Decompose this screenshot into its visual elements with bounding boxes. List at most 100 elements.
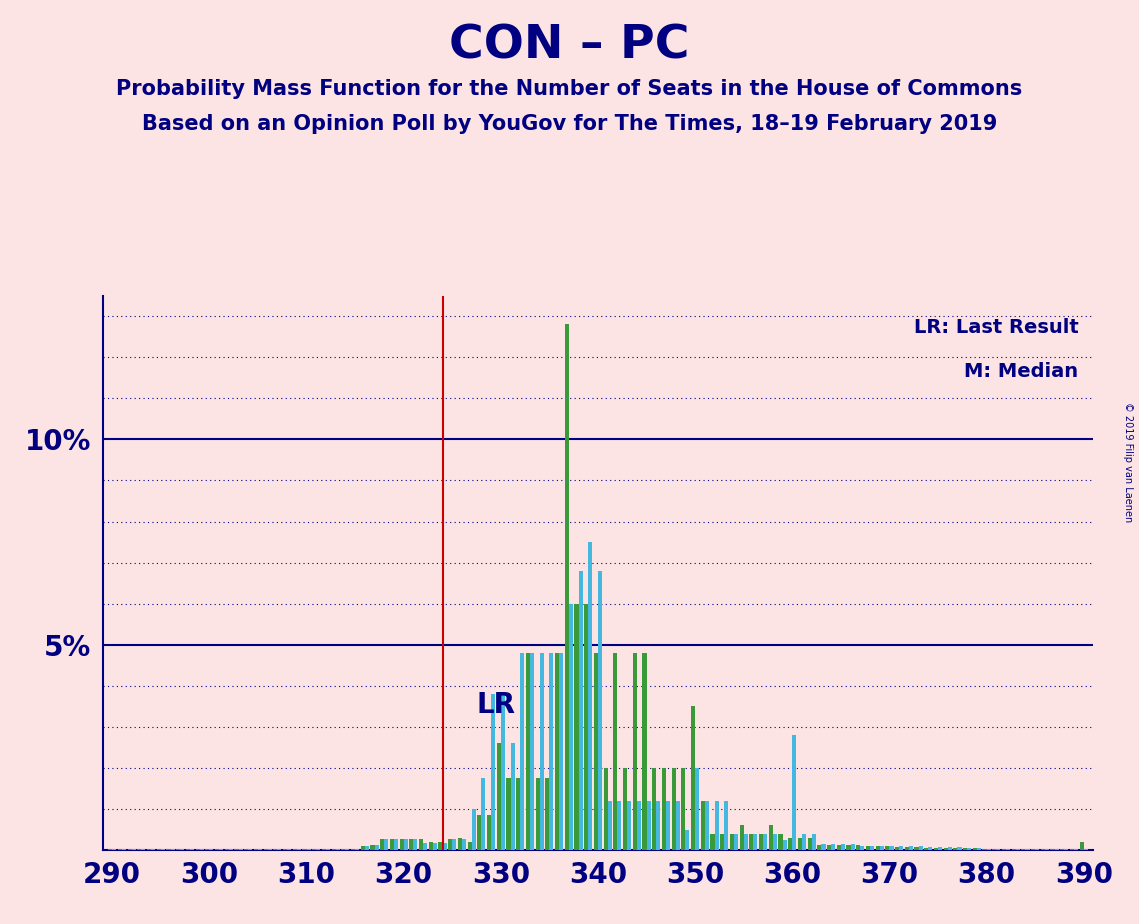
Bar [482, 778, 485, 850]
Bar [598, 571, 603, 850]
Text: Probability Mass Function for the Number of Seats in the House of Commons: Probability Mass Function for the Number… [116, 79, 1023, 99]
Bar [857, 845, 860, 850]
Bar [675, 801, 680, 850]
Bar [899, 846, 903, 850]
Bar [909, 846, 913, 850]
Bar [593, 653, 598, 850]
Bar [375, 845, 378, 850]
Bar [647, 801, 650, 850]
Bar [433, 843, 437, 850]
Bar [691, 706, 695, 850]
Bar [879, 846, 884, 850]
Bar [666, 801, 670, 850]
Bar [487, 815, 491, 850]
Bar [637, 801, 641, 850]
Bar [821, 844, 826, 850]
Bar [769, 825, 773, 850]
Bar [802, 833, 806, 850]
Bar [734, 833, 738, 850]
Bar [633, 653, 637, 850]
Bar [860, 846, 865, 850]
Bar [364, 846, 369, 850]
Bar [851, 844, 854, 850]
Bar [890, 846, 893, 850]
Bar [964, 848, 967, 850]
Bar [958, 846, 961, 850]
Bar [827, 845, 831, 850]
Bar [458, 838, 462, 850]
Bar [394, 839, 398, 850]
Bar [617, 801, 622, 850]
Bar [904, 846, 909, 850]
Bar [516, 778, 521, 850]
Bar [559, 653, 563, 850]
Bar [934, 848, 939, 850]
Bar [604, 768, 608, 850]
Bar [403, 839, 408, 850]
Text: © 2019 Filip van Laenen: © 2019 Filip van Laenen [1123, 402, 1133, 522]
Bar [841, 844, 845, 850]
Bar [507, 778, 510, 850]
Bar [753, 833, 757, 850]
Bar [491, 694, 495, 850]
Bar [574, 603, 579, 850]
Bar [788, 838, 793, 850]
Bar [613, 653, 617, 850]
Bar [763, 833, 768, 850]
Bar [730, 833, 734, 850]
Bar [967, 848, 972, 850]
Bar [924, 847, 928, 850]
Bar [870, 846, 874, 850]
Bar [705, 801, 708, 850]
Bar [724, 801, 728, 850]
Bar [977, 848, 981, 850]
Bar [584, 603, 588, 850]
Bar [672, 768, 675, 850]
Bar [714, 801, 719, 850]
Bar [530, 653, 534, 850]
Bar [662, 768, 666, 850]
Bar [943, 848, 948, 850]
Bar [428, 842, 433, 850]
Bar [380, 839, 384, 850]
Bar [948, 846, 952, 850]
Bar [918, 846, 923, 850]
Bar [370, 845, 375, 850]
Bar [472, 809, 476, 850]
Bar [555, 653, 559, 850]
Bar [928, 846, 933, 850]
Bar [749, 833, 753, 850]
Bar [568, 603, 573, 850]
Bar [744, 833, 748, 850]
Bar [468, 842, 472, 850]
Bar [409, 839, 413, 850]
Text: LR: Last Result: LR: Last Result [913, 318, 1079, 337]
Bar [608, 801, 612, 850]
Bar [831, 844, 835, 850]
Bar [793, 736, 796, 850]
Bar [973, 848, 977, 850]
Bar [565, 324, 568, 850]
Bar [546, 778, 549, 850]
Bar [526, 653, 530, 850]
Bar [579, 571, 583, 850]
Bar [628, 801, 631, 850]
Text: CON – PC: CON – PC [449, 23, 690, 68]
Bar [588, 542, 592, 850]
Bar [384, 839, 388, 850]
Bar [448, 839, 452, 850]
Bar [773, 833, 777, 850]
Bar [782, 840, 787, 850]
Bar [798, 838, 802, 850]
Bar [895, 846, 899, 850]
Bar [439, 842, 443, 850]
Bar [642, 653, 647, 850]
Bar [885, 846, 890, 850]
Bar [419, 839, 423, 850]
Bar [477, 815, 482, 850]
Bar [711, 833, 714, 850]
Bar [837, 845, 841, 850]
Bar [400, 839, 403, 850]
Bar [623, 768, 628, 850]
Bar [915, 846, 918, 850]
